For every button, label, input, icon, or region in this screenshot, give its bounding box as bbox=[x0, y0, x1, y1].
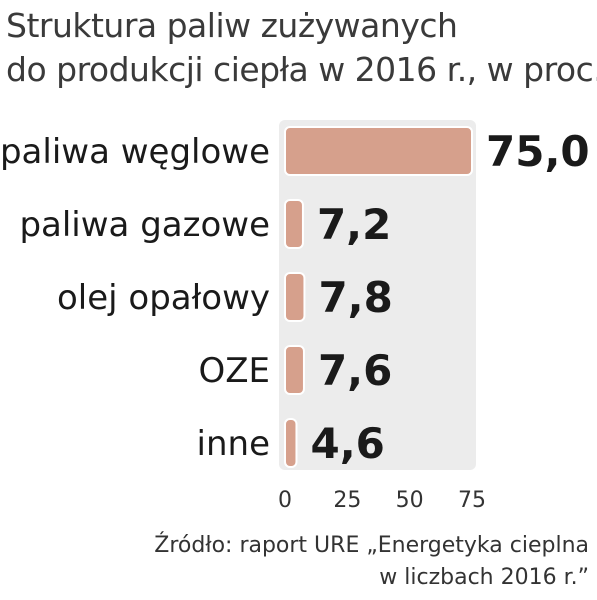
x-tick-label-3: 50 bbox=[396, 488, 424, 513]
x-tick-label-4: 75 bbox=[458, 488, 486, 513]
value-label-3: 7,8 bbox=[318, 273, 392, 322]
bar-5 bbox=[284, 418, 298, 468]
chart-title: Struktura paliw zużywanych do produkcji … bbox=[6, 4, 597, 92]
bar-1 bbox=[284, 126, 473, 176]
bar-3 bbox=[284, 272, 306, 322]
value-label-5: 4,6 bbox=[310, 419, 384, 468]
x-tick-label-2: 25 bbox=[333, 488, 361, 513]
bar-2 bbox=[284, 199, 304, 249]
category-label-1: paliwa węglowe bbox=[0, 132, 270, 172]
source-note: Źródło: raport URE „Energetyka cieplna w… bbox=[154, 530, 589, 594]
plot-panel bbox=[279, 120, 476, 470]
x-tick-label-1: 0 bbox=[278, 488, 292, 513]
category-label-3: olej opałowy bbox=[57, 278, 270, 318]
category-label-4: OZE bbox=[198, 351, 270, 391]
value-label-1: 75,0 bbox=[486, 127, 590, 176]
source-line-1: Źródło: raport URE „Energetyka cieplna bbox=[154, 533, 589, 558]
source-line-2: w liczbach 2016 r.” bbox=[379, 565, 589, 590]
value-label-2: 7,2 bbox=[317, 200, 391, 249]
title-line-2: do produkcji ciepła w 2016 r., w proc. bbox=[6, 50, 597, 89]
category-label-2: paliwa gazowe bbox=[19, 205, 270, 245]
category-label-5: inne bbox=[197, 424, 270, 464]
value-label-4: 7,6 bbox=[318, 346, 392, 395]
bar-4 bbox=[284, 345, 305, 395]
title-line-1: Struktura paliw zużywanych bbox=[6, 6, 458, 45]
